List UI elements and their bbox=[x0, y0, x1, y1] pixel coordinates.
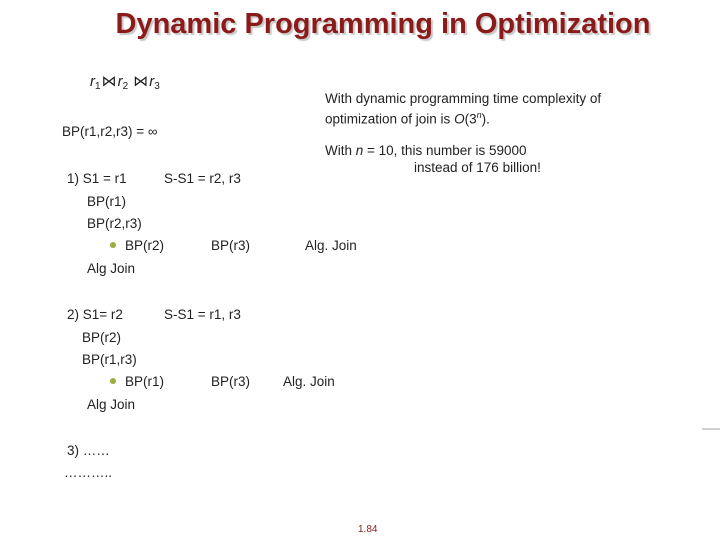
note-base: (3 bbox=[464, 111, 477, 127]
relation-r2-subscript: 2 bbox=[122, 81, 129, 92]
bullet-icon bbox=[110, 378, 116, 384]
relation-r1-subscript: 1 bbox=[95, 81, 101, 92]
case1-alg: Alg Join bbox=[87, 261, 136, 276]
note-line-3-n: n bbox=[355, 143, 364, 158]
case1-sub-alg: Alg. Join bbox=[305, 238, 357, 253]
case2-rest: S-S1 = r1, r3 bbox=[164, 307, 241, 322]
note-line-2-text: optimization of join is bbox=[325, 111, 455, 127]
page-title: Dynamic Programming in Optimization bbox=[115, 8, 651, 40]
case1-sub-a: BP(r2) bbox=[125, 238, 165, 253]
case1-sub-b: BP(r3) bbox=[211, 238, 251, 253]
relation-r1: r bbox=[90, 73, 95, 90]
note-exponent: n bbox=[476, 110, 482, 120]
case2-bp-a: BP(r2) bbox=[82, 330, 122, 345]
case2-sub-a: BP(r1) bbox=[125, 374, 165, 389]
case2-sub-alg: Alg. Join bbox=[283, 374, 335, 389]
page-number: 1.84 bbox=[358, 524, 378, 535]
note-line-3-pre: With bbox=[325, 143, 356, 158]
note-line-3-post: = 10, this number is 59000 bbox=[363, 143, 527, 158]
case3-dots: ……….. bbox=[64, 465, 113, 480]
case1-head: 1) S1 = r1 bbox=[67, 171, 127, 186]
relation-r3: r bbox=[149, 73, 155, 90]
case2-sub-a-item: BP(r1) bbox=[110, 374, 164, 389]
slide-edge-mark bbox=[702, 428, 720, 430]
relation-r3-subscript: 3 bbox=[154, 81, 160, 92]
bp-initial: BP(r1,r2,r3) = ∞ bbox=[62, 124, 158, 139]
case1-rest: S-S1 = r2, r3 bbox=[164, 171, 241, 186]
note-close: ). bbox=[481, 111, 490, 127]
case1-bp-b: BP(r2,r3) bbox=[87, 216, 142, 231]
note-line-4: instead of 176 billion! bbox=[414, 160, 541, 175]
case2-alg: Alg Join bbox=[87, 397, 136, 412]
join-expression: r1⋈r2 ⋈r3 bbox=[90, 72, 160, 92]
case2-bp-b: BP(r1,r3) bbox=[82, 352, 137, 367]
join-symbol-1: ⋈ bbox=[101, 73, 117, 90]
case1-bp-a: BP(r1) bbox=[87, 194, 127, 209]
case3-head: 3) …… bbox=[67, 443, 110, 458]
note-big-o: O bbox=[454, 111, 465, 127]
note-line-3: With n = 10, this number is 59000 bbox=[325, 143, 527, 158]
relation-r2: r bbox=[117, 73, 123, 90]
note-line-1: With dynamic programming time complexity… bbox=[325, 91, 602, 106]
case2-head: 2) S1= r2 bbox=[67, 307, 123, 322]
case2-sub-b: BP(r3) bbox=[211, 374, 251, 389]
bullet-icon bbox=[110, 242, 116, 248]
case1-sub-a-item: BP(r2) bbox=[110, 238, 164, 253]
join-symbol-2: ⋈ bbox=[133, 73, 149, 90]
note-line-2: optimization of join is O(3n). bbox=[325, 110, 490, 127]
